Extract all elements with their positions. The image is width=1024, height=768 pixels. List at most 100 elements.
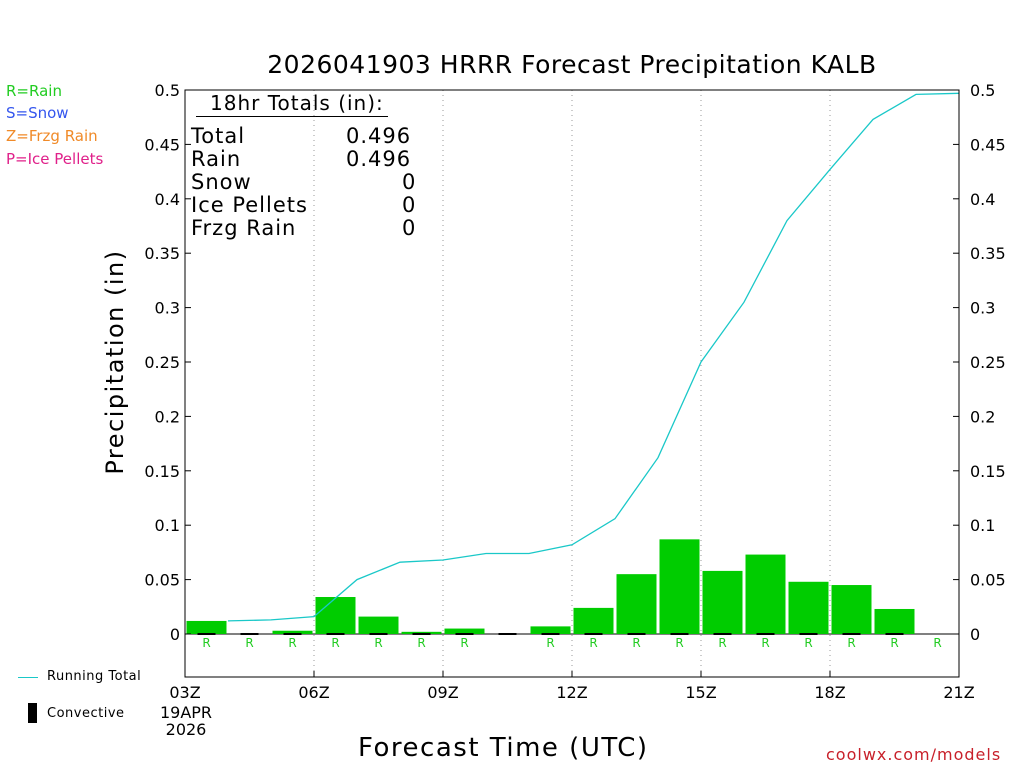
y-tick-label-right: 0.25 — [970, 353, 1006, 372]
running-total-swatch — [18, 677, 38, 678]
convective-mark — [326, 633, 345, 635]
legend-rain: R=Rain — [6, 82, 62, 100]
y-tick-label-right: 0.35 — [970, 244, 1006, 263]
precip-bar — [272, 630, 313, 634]
y-tick-label-left: 0.3 — [155, 299, 180, 318]
convective-swatch — [28, 703, 37, 723]
running-total-line — [227, 92, 960, 622]
grid-lines — [185, 90, 959, 677]
totals-total-label: Total — [191, 124, 246, 148]
convective-mark — [885, 633, 904, 635]
precip-bar — [401, 631, 442, 634]
start-date-year: 2026 — [165, 720, 207, 739]
y-tick-label-right: 0.2 — [970, 407, 995, 426]
convective-markers — [197, 633, 904, 635]
ptype-marker: R — [718, 636, 726, 650]
y-tick-label-left: 0.4 — [155, 190, 180, 209]
convective-mark — [713, 633, 732, 635]
convective-mark — [627, 633, 646, 635]
totals-frzg-rain-value: 0 — [402, 216, 417, 240]
chart-title: 2026041903 HRRR Forecast Precipitation K… — [267, 50, 877, 79]
precip-bar — [745, 554, 786, 634]
convective-mark — [369, 633, 388, 635]
convective-mark — [283, 633, 302, 635]
convective-mark — [842, 633, 861, 635]
y-tick-label-right: 0.1 — [970, 516, 995, 535]
y-tick-label-left: 0.15 — [144, 462, 180, 481]
x-tick-label: 15Z — [685, 683, 716, 702]
ptype-marker: R — [632, 636, 640, 650]
ptype-marker: R — [288, 636, 296, 650]
source-credit: coolwx.com/models — [826, 745, 1002, 764]
totals-snow-value: 0 — [402, 170, 417, 194]
y-tick-label-left: 0.05 — [144, 571, 180, 590]
legend-ice-pellets: P=Ice Pellets — [6, 150, 104, 168]
ptype-marker: R — [589, 636, 597, 650]
ptype-marker: R — [675, 636, 683, 650]
running-total-legend: Running Total — [47, 669, 142, 684]
totals-ice-pellets-value: 0 — [402, 193, 417, 217]
x-axis-label: Forecast Time (UTC) — [358, 733, 649, 763]
y-axis-ticks: 0 00.05 0.050.1 0.10.15 0.150.2 0.20.25 0.250.… — [144, 81, 1005, 644]
legend-frzg-rain: Z=Frzg Rain — [6, 127, 98, 145]
ptype-marker: R — [546, 636, 554, 650]
convective-legend: Convective — [47, 706, 125, 721]
precip-bar — [444, 628, 485, 634]
y-tick-label-left: 0.35 — [144, 244, 180, 263]
precip-bar — [530, 626, 571, 634]
ptype-marker: R — [245, 636, 253, 650]
ptype-marker: R — [804, 636, 812, 650]
ptype-marker: R — [460, 636, 468, 650]
y-tick-label-right: 0.15 — [970, 462, 1006, 481]
x-axis-ticks: 03Z 06Z 09Z 12Z 15Z 18Z 21Z — [169, 671, 975, 702]
ptype-marker: R — [202, 636, 210, 650]
totals-rain-value: 0.496 — [346, 147, 412, 171]
y-tick-label-left: 0.45 — [144, 135, 180, 154]
ptype-marker: R — [890, 636, 898, 650]
x-tick-label: 21Z — [943, 683, 974, 702]
y-tick-label-left: 0.25 — [144, 353, 180, 372]
precip-bar — [573, 607, 614, 634]
y-tick-label-left: 0.1 — [155, 516, 180, 535]
y-tick-label-left: 0.5 — [155, 81, 180, 100]
convective-mark — [498, 633, 517, 635]
precip-bar — [874, 608, 915, 634]
totals-rain-label: Rain — [191, 147, 242, 171]
x-tick-label: 06Z — [298, 683, 329, 702]
x-tick-label: 12Z — [556, 683, 587, 702]
precip-bar — [702, 570, 743, 634]
convective-mark — [799, 633, 818, 635]
ptype-marker: R — [331, 636, 339, 650]
precip-bar — [315, 597, 356, 634]
x-tick-label: 03Z — [169, 683, 200, 702]
convective-mark — [412, 633, 431, 635]
precip-bar — [616, 574, 657, 634]
convective-mark — [584, 633, 603, 635]
y-tick-label-right: 0 — [970, 625, 980, 644]
y-tick-label-right: 0.3 — [970, 299, 995, 318]
legend-snow: S=Snow — [6, 104, 69, 122]
totals-ice-pellets-label: Ice Pellets — [191, 193, 308, 217]
ptype-marker: R — [761, 636, 769, 650]
convective-mark — [197, 633, 216, 635]
x-tick-label: 09Z — [427, 683, 458, 702]
x-tick-label: 18Z — [814, 683, 845, 702]
y-tick-label-right: 0.05 — [970, 571, 1006, 590]
ptype-marker: R — [933, 636, 941, 650]
start-date-day: 19APR — [159, 703, 213, 722]
y-tick-label-left: 0.2 — [155, 407, 180, 426]
totals-snow-label: Snow — [191, 170, 252, 194]
y-tick-label-right: 0.4 — [970, 190, 995, 209]
y-tick-label-right: 0.5 — [970, 81, 995, 100]
precip-bar — [358, 616, 399, 634]
start-date-label: 19APR 2026 — [155, 704, 217, 738]
ptype-marker: R — [847, 636, 855, 650]
totals-frzg-rain-label: Frzg Rain — [191, 216, 297, 240]
convective-mark — [756, 633, 775, 635]
y-tick-label-right: 0.45 — [970, 135, 1006, 154]
ptype-marker: R — [374, 636, 382, 650]
ptype-marker: R — [417, 636, 425, 650]
y-tick-label-left: 0 — [170, 625, 180, 644]
